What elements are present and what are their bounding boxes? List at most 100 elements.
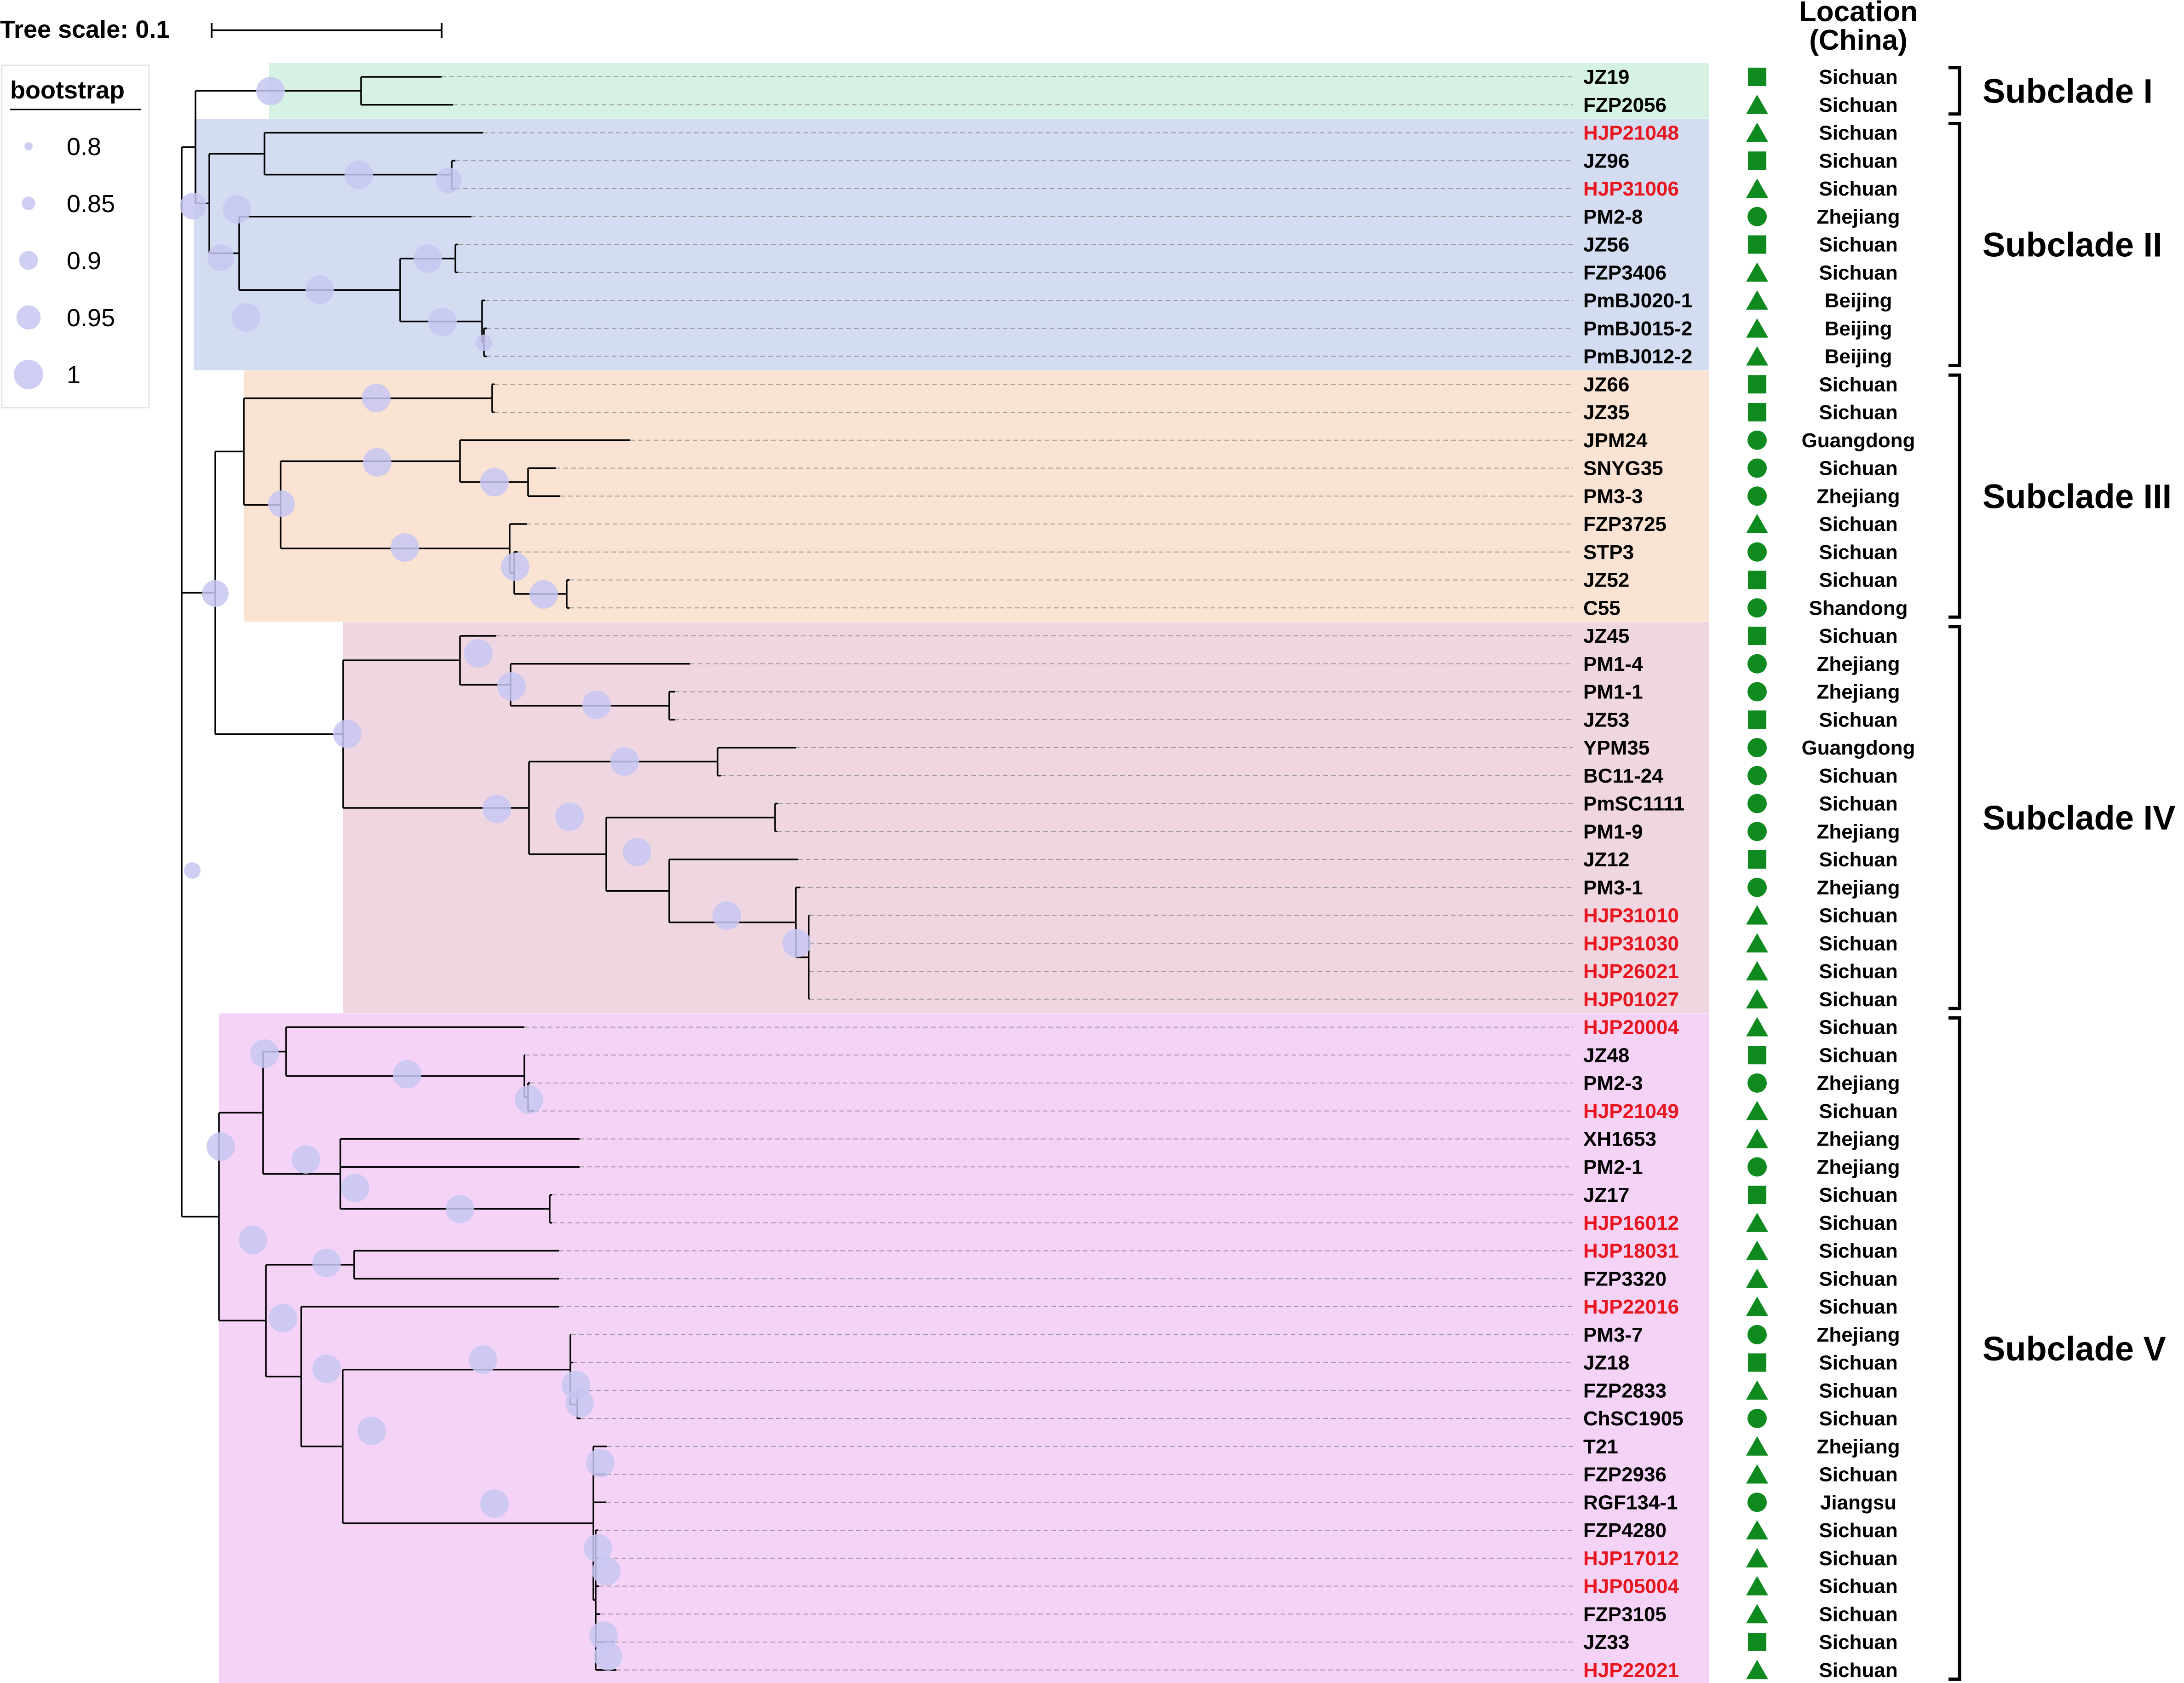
location-label: Zhejiang (1817, 653, 1900, 675)
location-label: Sichuan (1819, 960, 1897, 983)
location-label: Sichuan (1819, 1296, 1897, 1318)
taxon-labels: JZ19 FZP2056 HJP21048 JZ96 HJP31006 PM2-8 JZ56… (1583, 66, 1692, 1682)
bootstrap-marker (345, 161, 373, 189)
location-header-subtitle: (China) (1809, 24, 1908, 56)
bootstrap-markers (180, 77, 811, 1671)
location-label: Sichuan (1819, 1100, 1897, 1123)
taxon-label: JZ33 (1583, 1631, 1629, 1654)
taxon-label: PM2-3 (1583, 1072, 1643, 1095)
bootstrap-marker (565, 1389, 594, 1418)
location-label: Sichuan (1819, 709, 1897, 731)
triangle-marker-icon (1746, 1604, 1768, 1624)
bootstrap-marker (483, 795, 511, 823)
square-marker-icon (1748, 710, 1766, 729)
square-marker-icon (1748, 1353, 1766, 1372)
location-label: Sichuan (1819, 1352, 1897, 1374)
taxon-label: T21 (1583, 1435, 1618, 1458)
bootstrap-marker (202, 580, 229, 607)
bootstrap-marker (391, 533, 419, 562)
taxon-label: JZ52 (1583, 569, 1629, 592)
location-label: Shandong (1809, 597, 1908, 619)
bootstrap-marker (529, 580, 558, 609)
circle-marker-icon (1747, 794, 1767, 813)
location-label: Beijing (1825, 317, 1892, 340)
bootstrap-marker (501, 553, 529, 581)
location-label: Sichuan (1819, 1407, 1897, 1430)
circle-marker-icon (1747, 430, 1767, 450)
bootstrap-marker (292, 1145, 320, 1174)
location-label: Sichuan (1819, 261, 1897, 284)
bootstrap-marker (586, 1449, 615, 1477)
bootstrap-marker (623, 838, 651, 866)
circle-marker-icon (1747, 486, 1767, 506)
subclade-label: Subclade IV (1983, 799, 2175, 837)
location-label: Sichuan (1819, 541, 1897, 564)
location-label: Zhejiang (1817, 485, 1900, 507)
bootstrap-marker (594, 1642, 622, 1671)
tip-guides (442, 76, 1573, 1671)
circle-marker-icon (1747, 207, 1767, 226)
location-label: Sichuan (1819, 122, 1897, 144)
taxon-label: FZP3725 (1583, 513, 1667, 536)
taxon-label: FZP3406 (1583, 261, 1667, 284)
location-label: Zhejiang (1817, 1156, 1900, 1178)
triangle-marker-icon (1746, 1129, 1768, 1148)
subclade-bracket (1948, 625, 1961, 1010)
triangle-marker-icon (1746, 514, 1768, 533)
bootstrap-marker (312, 1249, 341, 1277)
location-label: Sichuan (1819, 513, 1897, 536)
subclade-bracket (1948, 373, 1961, 619)
taxon-label: PmBJ012-2 (1583, 346, 1692, 368)
square-marker-icon (1748, 1186, 1766, 1204)
square-marker-icon (1748, 68, 1766, 86)
bootstrap-marker (464, 639, 493, 668)
bootstrap-marker (584, 1534, 612, 1562)
taxon-label: ChSC1905 (1583, 1407, 1684, 1430)
location-label: Sichuan (1819, 1268, 1897, 1290)
taxon-label: PmBJ020-1 (1583, 289, 1692, 312)
square-marker-icon (1748, 235, 1766, 254)
circle-marker-icon (1747, 1493, 1767, 1512)
location-label: Sichuan (1819, 66, 1897, 88)
taxon-label: HJP26021 (1583, 960, 1679, 983)
triangle-marker-icon (1746, 1660, 1768, 1679)
legend-value: 0.8 (67, 133, 101, 161)
bootstrap-marker (333, 720, 362, 748)
legend-bootstrap-circle (24, 142, 33, 150)
bootstrap-marker (184, 862, 201, 879)
location-label: Sichuan (1819, 373, 1897, 396)
location-label: Zhejiang (1817, 876, 1900, 899)
triangle-marker-icon (1746, 1548, 1768, 1568)
taxon-label: FZP3105 (1583, 1603, 1667, 1625)
taxon-label: HJP22021 (1583, 1659, 1679, 1682)
location-label: Sichuan (1819, 1464, 1897, 1486)
taxon-label: HJP16012 (1583, 1212, 1679, 1234)
taxon-label: PmBJ015-2 (1583, 317, 1692, 340)
triangle-marker-icon (1746, 262, 1768, 282)
taxon-label: BC11-24 (1583, 765, 1663, 787)
bootstrap-marker (480, 468, 509, 496)
location-label: Sichuan (1819, 1212, 1897, 1234)
bootstrap-marker (393, 1060, 421, 1089)
taxon-label: JZ96 (1583, 150, 1629, 172)
taxon-label: HJP20004 (1583, 1016, 1679, 1039)
subclade-label: Subclade II (1983, 226, 2162, 264)
bootstrap-marker (268, 490, 295, 517)
bootstrap-marker (782, 929, 811, 957)
bootstrap-marker (207, 1132, 235, 1161)
location-label: Sichuan (1819, 569, 1897, 592)
circle-marker-icon (1747, 542, 1767, 562)
taxon-label: JZ17 (1583, 1184, 1629, 1206)
sample-type-shapes (1746, 68, 1768, 1679)
taxon-label: FZP2056 (1583, 94, 1667, 116)
taxon-label: HJP21049 (1583, 1100, 1679, 1123)
bootstrap-marker (207, 244, 234, 271)
location-label: Sichuan (1819, 1016, 1897, 1039)
square-marker-icon (1748, 151, 1766, 170)
legend-value: 1 (67, 361, 80, 389)
legend-value: 0.95 (67, 304, 115, 332)
triangle-marker-icon (1746, 989, 1768, 1009)
triangle-marker-icon (1746, 905, 1768, 925)
subclade-band-4 (343, 622, 1709, 1013)
subclade-label: Subclade I (1983, 72, 2153, 110)
